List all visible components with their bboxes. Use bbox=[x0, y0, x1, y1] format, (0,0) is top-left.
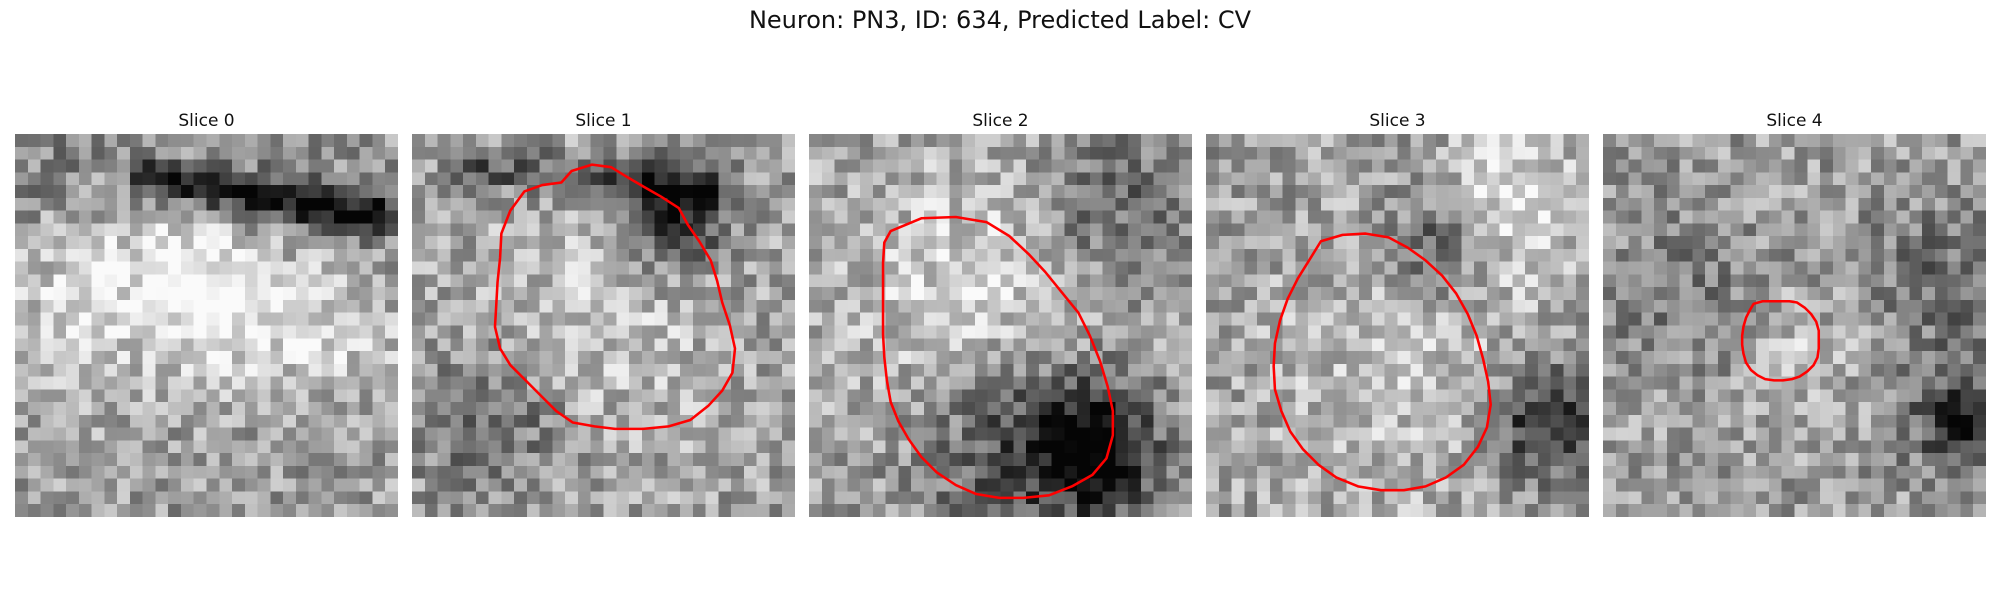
panel-slice-0: Slice 0 bbox=[15, 108, 398, 517]
panel-title-slice-2: Slice 2 bbox=[972, 111, 1029, 131]
panel-title-slice-3: Slice 3 bbox=[1369, 111, 1426, 131]
microscopy-image-slice-4 bbox=[1603, 134, 1986, 517]
panel-title-slice-0: Slice 0 bbox=[178, 111, 235, 131]
panel-slice-1: Slice 1 bbox=[412, 108, 795, 517]
panel-title-slice-1: Slice 1 bbox=[575, 111, 632, 131]
figure-title: Neuron: PN3, ID: 634, Predicted Label: C… bbox=[748, 6, 1252, 34]
microscopy-image-slice-3 bbox=[1206, 134, 1589, 517]
segmentation-outline-slice-2 bbox=[881, 215, 1115, 500]
panel-slice-2: Slice 2 bbox=[809, 108, 1192, 517]
microscopy-image-slice-2 bbox=[809, 134, 1192, 517]
microscopy-image-slice-0 bbox=[15, 134, 398, 517]
panel-slice-3: Slice 3 bbox=[1206, 108, 1589, 517]
segmentation-outline-slice-4 bbox=[1740, 299, 1821, 382]
panel-slice-4: Slice 4 bbox=[1603, 108, 1986, 517]
microscopy-image-slice-1 bbox=[412, 134, 795, 517]
segmentation-outline-slice-3 bbox=[1272, 232, 1492, 492]
segmentation-outline-slice-1 bbox=[493, 163, 737, 431]
panel-title-slice-4: Slice 4 bbox=[1766, 111, 1823, 131]
